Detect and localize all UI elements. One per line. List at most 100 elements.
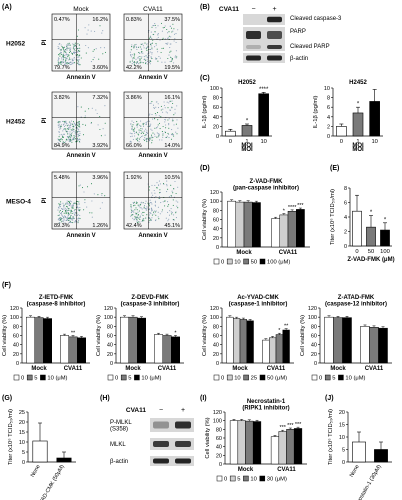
flow-event-dot: [63, 125, 66, 128]
x-tick-label: 10: [371, 139, 377, 145]
y-tick-label: 20: [213, 236, 219, 242]
bar: [171, 336, 180, 364]
y-tick-label: 20: [213, 352, 219, 358]
flow-event-dot: [95, 48, 97, 50]
cell-line-label: MESO-4: [6, 199, 31, 206]
flow-event-dot: [57, 214, 59, 216]
flow-event-dot: [139, 221, 141, 223]
flow-event-dot: [171, 106, 173, 108]
flow-event-dot: [138, 57, 140, 60]
flow-event-dot: [62, 48, 64, 50]
bar: [333, 317, 343, 364]
flow-event-dot: [150, 56, 152, 58]
y-tick-label: 4: [344, 215, 347, 221]
x-tick-label: 0: [229, 139, 232, 145]
flow-event-dot: [78, 122, 80, 124]
y-tick-label: 80: [213, 208, 219, 214]
flow-event-dot: [172, 102, 174, 105]
flow-event-dot: [151, 184, 153, 186]
flow-event-dot: [154, 127, 156, 129]
flow-event-dot: [137, 63, 139, 65]
flow-event-dot: [164, 38, 166, 40]
blot-label-line: β-actin: [110, 459, 128, 465]
y-tick-label: 15: [339, 423, 345, 429]
flow-event-dot: [145, 122, 147, 124]
flow-event-dot: [135, 58, 137, 60]
flow-event-dot: [157, 124, 159, 126]
flow-x-label: Annexin V: [138, 233, 167, 239]
flow-event-dot: [64, 216, 67, 218]
x-axis-label: MOI: [352, 147, 364, 153]
flow-event-dot: [146, 59, 148, 61]
flow-event-dot: [166, 101, 168, 103]
flow-event-dot: [175, 217, 177, 219]
legend-swatch: [13, 374, 20, 381]
bar: [369, 101, 380, 137]
flow-event-dot: [78, 62, 80, 64]
flow-event-dot: [168, 31, 170, 33]
flow-event-dot: [58, 131, 60, 134]
flow-event-dot: [75, 135, 77, 137]
flow-event-dot: [132, 210, 134, 212]
flow-event-dot: [102, 53, 104, 55]
blot-label-line: PARP: [290, 29, 306, 35]
bar: [243, 201, 253, 248]
bar: [233, 318, 241, 364]
flow-event-dot: [77, 122, 79, 124]
flow-event-dot: [143, 206, 145, 208]
flow-event-dot: [139, 62, 141, 64]
flow-event-dot: [140, 129, 142, 132]
y-axis-label: IL-1β (pg/ml): [202, 95, 208, 128]
flow-event-dot: [156, 187, 158, 189]
flow-event-dot: [157, 211, 159, 213]
legend-label: 10 (μM): [47, 376, 67, 382]
flow-event-dot: [157, 103, 159, 105]
flow-event-dot: [60, 218, 62, 220]
flow-event-dot: [157, 216, 159, 218]
blot-band: [153, 441, 169, 447]
flow-event-dot: [135, 46, 137, 48]
flow-event-dot: [74, 62, 76, 64]
flow-event-dot: [142, 135, 144, 137]
flow-event-dot: [65, 129, 67, 132]
flow-event-dot: [67, 203, 69, 205]
flow-event-dot: [168, 54, 170, 56]
legend-label: 10: [234, 260, 240, 266]
flow-event-dot: [60, 52, 63, 54]
blot-band: [153, 458, 169, 464]
bar: [77, 337, 86, 364]
flow-event-dot: [131, 45, 133, 48]
flow-event-dot: [148, 30, 150, 32]
flow-event-dot: [63, 209, 65, 211]
flow-event-dot: [77, 63, 80, 65]
flow-event-dot: [79, 126, 81, 128]
bar: [154, 334, 163, 364]
flow-event-dot: [62, 136, 64, 138]
flow-event-dot: [173, 40, 175, 42]
blot-lane-minus: −: [159, 407, 163, 414]
y-axis-label: IL-1β (pg/ml): [313, 95, 319, 128]
flow-event-dot: [171, 59, 173, 61]
y-tick-label: 40: [213, 343, 219, 349]
flow-event-dot: [58, 217, 60, 220]
flow-event-dot: [79, 210, 81, 212]
flow-event-dot: [164, 61, 166, 63]
chart-title: H2452: [349, 80, 367, 86]
flow-event-dot: [154, 133, 156, 135]
flow-event-dot: [68, 125, 71, 127]
flow-event-dot: [171, 100, 173, 102]
flow-event-dot: [151, 114, 153, 116]
flow-event-dot: [71, 122, 73, 125]
flow-event-dot: [61, 45, 63, 48]
y-axis-label: Titer (x10⁶ TCID₅₀/ml): [329, 189, 336, 245]
bar: [252, 421, 262, 465]
flow-event-dot: [145, 140, 148, 142]
flow-event-dot: [71, 206, 73, 208]
flow-event-dot: [150, 45, 152, 47]
y-tick-label: 60: [13, 334, 19, 340]
flow-event-dot: [139, 216, 141, 218]
flow-event-dot: [169, 100, 171, 102]
flow-event-dot: [155, 44, 157, 46]
flow-event-dot: [62, 142, 64, 144]
